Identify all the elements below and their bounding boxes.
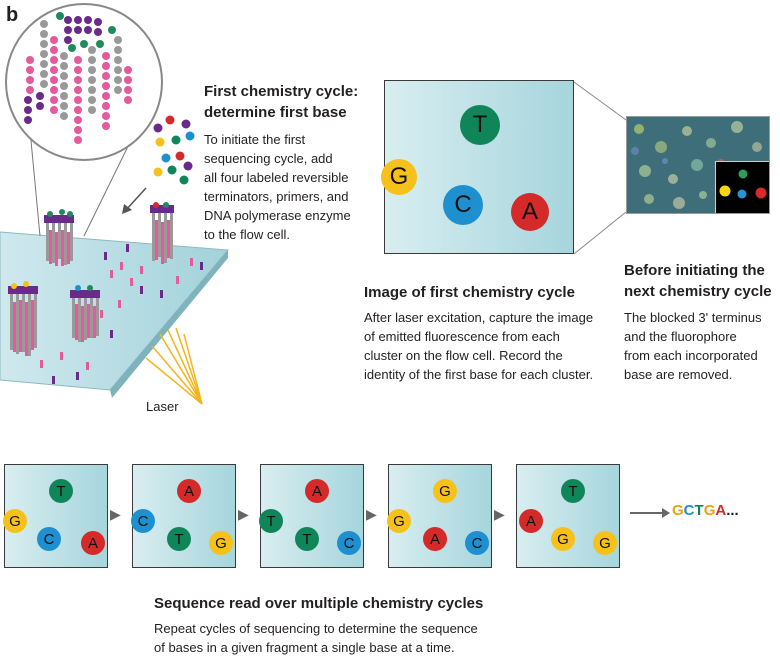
cycle-1-base-2: G [3, 509, 27, 533]
result-arrow [630, 508, 670, 518]
dna-strands-zoom [24, 12, 132, 144]
floating-nucleotides [153, 115, 195, 185]
before-section-body-line2: and the fluorophore [624, 329, 737, 344]
cycle-2-base-3: T [167, 527, 191, 551]
clusters [8, 202, 203, 384]
first-cycle-body-line6: to the flow cell. [204, 227, 290, 242]
cycle-4-base-3: A [423, 527, 447, 551]
first-cycle-body-line1: To initiate the first [204, 132, 306, 147]
cycle-2-base-4: G [209, 531, 233, 555]
image-section-body-line3: cluster on the flow cell. Record the [364, 348, 563, 363]
cycle-3-base-4: C [337, 531, 361, 555]
sequence-read: GCTGA... [672, 502, 739, 519]
base-T: T [460, 105, 500, 145]
first-cycle-heading-line1: First chemistry cycle: [204, 83, 359, 100]
seq-ellipsis: ... [726, 502, 739, 519]
before-section-heading-line1: Before initiating the [624, 262, 765, 279]
cycle-5-base-4: G [593, 531, 617, 555]
add-reagents-arrow [122, 187, 147, 214]
laser-label: Laser [146, 399, 179, 414]
cycle-1-base-3: C [37, 527, 61, 551]
base-C: C [443, 185, 483, 225]
cycle-1-base-1: T [49, 479, 73, 503]
fluorescence-micrograph [626, 116, 770, 214]
flow-cell-illustration [0, 3, 230, 405]
before-section-body-line4: base are removed. [624, 367, 733, 382]
seq-base-5: A [715, 502, 727, 519]
cycle-card-3: A T T C [259, 464, 364, 568]
cycle-card-4: G G A C [387, 464, 492, 568]
cycle-card-5: T A G G [516, 464, 620, 568]
zoom-lines [573, 81, 627, 255]
cycle-2-base-1: A [177, 479, 201, 503]
before-section-body-line3: from each incorporated [624, 348, 758, 363]
cycle-1-base-4: A [81, 531, 105, 555]
first-cycle-image-card: T G C A [381, 80, 574, 254]
bottom-section-body-line1: Repeat cycles of sequencing to determine… [154, 621, 478, 636]
first-cycle-body-line2: sequencing cycle, add [204, 151, 333, 166]
seq-base-2: C [683, 502, 695, 519]
first-cycle-body-line5: DNA polymerase enzyme [204, 208, 351, 223]
image-section-body-line2: of emitted fluorescence from each [364, 329, 560, 344]
cycle-3-base-3: T [295, 527, 319, 551]
image-section-body-line4: identity of the first base for each clus… [364, 367, 594, 382]
cycle-3-base-2: T [259, 509, 283, 533]
cycle-arrow-1: ▶ [110, 506, 121, 522]
cycle-4-base-4: C [465, 531, 489, 555]
bottom-section-body-line2: of bases in a given fragment a single ba… [154, 640, 455, 655]
cycle-arrow-4: ▶ [494, 506, 505, 522]
cycle-arrow-2: ▶ [238, 506, 249, 522]
seq-base-1: G [672, 502, 684, 519]
image-section-body-line1: After laser excitation, capture the imag… [364, 310, 594, 325]
cycle-5-base-3: G [551, 527, 575, 551]
before-section-heading-line2: next chemistry cycle [624, 283, 772, 300]
cycle-4-base-1: G [433, 479, 457, 503]
laser-beams [145, 327, 203, 405]
cycle-5-base-2: A [519, 509, 543, 533]
panel-letter: b [6, 4, 19, 26]
seq-base-3: T [694, 502, 704, 519]
before-section-body-line1: The blocked 3' terminus [624, 310, 762, 325]
seq-base-4: G [703, 502, 716, 519]
first-cycle-body-line3: all four labeled reversible [204, 170, 349, 185]
flow-cell-edge [110, 250, 228, 398]
bottom-section-heading: Sequence read over multiple chemistry cy… [154, 595, 484, 612]
first-cycle-body-line4: terminators, primers, and [204, 189, 349, 204]
base-G: G [381, 159, 417, 195]
cycle-4-base-2: G [387, 509, 411, 533]
cycle-card-1: T G C A [3, 464, 108, 568]
micrograph-inset [715, 161, 769, 213]
cycle-2-base-2: C [131, 509, 155, 533]
first-cycle-heading-line2: determine first base [204, 104, 347, 121]
cycle-3-base-1: A [305, 479, 329, 503]
image-section-heading: Image of first chemistry cycle [364, 284, 575, 301]
base-A: A [511, 193, 549, 231]
cycle-arrow-3: ▶ [366, 506, 377, 522]
cycle-card-2: A C T G [131, 464, 236, 568]
cycle-5-base-1: T [561, 479, 585, 503]
